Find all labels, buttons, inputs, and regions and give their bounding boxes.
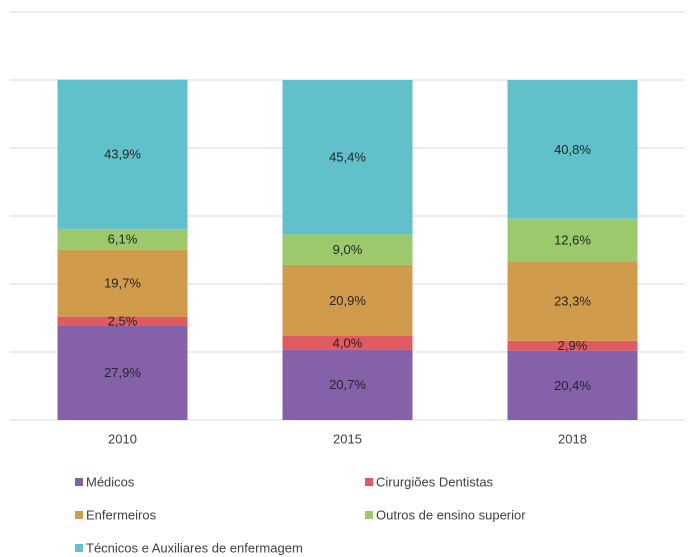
legend-label: Outros de ensino superior xyxy=(376,507,526,522)
legend-swatch xyxy=(365,478,373,486)
legend-label: Técnicos e Auxiliares de enfermagem xyxy=(86,540,303,555)
data-label: 20,9% xyxy=(329,293,366,308)
data-label: 6,1% xyxy=(108,232,138,247)
data-label: 27,9% xyxy=(104,365,141,380)
data-label: 40,8% xyxy=(554,142,591,157)
data-label: 4,0% xyxy=(333,335,363,350)
bar-segment xyxy=(507,80,638,219)
data-label: 19,7% xyxy=(104,276,141,291)
data-label: 2,9% xyxy=(558,338,588,353)
data-label: 20,7% xyxy=(329,377,366,392)
x-tick-label: 2015 xyxy=(333,431,362,446)
legend-swatch xyxy=(75,544,83,552)
bar-segment xyxy=(57,79,188,229)
bar-segment xyxy=(507,350,638,420)
data-label: 9,0% xyxy=(333,242,363,257)
data-label: 43,9% xyxy=(104,147,141,162)
x-tick-label: 2018 xyxy=(558,431,587,446)
bar-segment xyxy=(282,80,413,235)
data-label: 2,5% xyxy=(108,313,138,328)
legend-swatch xyxy=(75,478,83,486)
bar-segment xyxy=(507,261,638,341)
bar-segment xyxy=(282,336,413,350)
legend-label: Enfermeiros xyxy=(86,507,157,522)
bar-segment xyxy=(507,218,638,262)
bar-segment xyxy=(507,340,638,351)
data-label: 12,6% xyxy=(554,233,591,248)
legend-label: Cirurgiões Dentistas xyxy=(376,474,494,489)
x-tick-label: 2010 xyxy=(108,431,137,446)
legend-swatch xyxy=(75,511,83,519)
legend-swatch xyxy=(365,511,373,519)
bar-segment xyxy=(57,228,188,250)
bar-segment xyxy=(282,234,413,265)
data-label: 23,3% xyxy=(554,294,591,309)
legend-label: Médicos xyxy=(86,474,135,489)
bar-segment xyxy=(282,264,413,337)
bar-segment xyxy=(282,349,413,420)
data-label: 20,4% xyxy=(554,378,591,393)
bar-segment xyxy=(57,249,188,317)
bar-segment xyxy=(57,325,188,420)
data-label: 45,4% xyxy=(329,150,366,165)
bar-segment xyxy=(57,316,188,326)
